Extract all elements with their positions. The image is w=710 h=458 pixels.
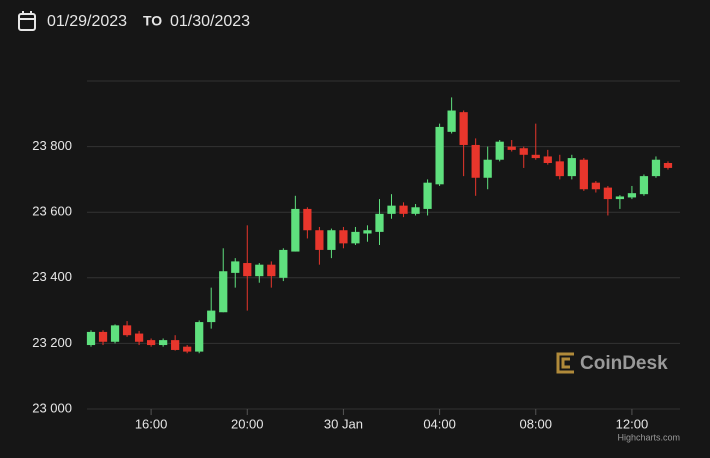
candle-body [339,230,348,244]
candle-body [146,340,156,346]
candle-body [435,126,444,185]
candle-body [327,230,336,250]
candle-body [255,264,264,277]
candle-body [387,205,396,214]
x-tick-label: 16:00 [135,416,168,431]
candle-body [375,213,384,232]
watermark-logo [556,352,574,374]
candle-body [183,346,192,352]
candle-body [639,176,649,195]
candle-body [279,249,288,278]
x-tick-label: 20:00 [231,416,264,431]
candle-body [519,148,528,155]
candle-body [507,146,516,150]
calendar-icon[interactable] [18,11,36,31]
candle-body [459,112,468,145]
watermark: CoinDesk [580,353,668,374]
candle-body [555,161,564,177]
candle-body [219,271,228,313]
candle-body [591,182,600,190]
candle-body [98,331,108,342]
candle-body [243,263,252,277]
candle-body [134,333,144,342]
candle-body [471,144,480,178]
candle-body [423,182,432,209]
y-tick-label: 23 800 [32,138,72,153]
candle-body [122,325,132,336]
candle-body [351,231,360,244]
candle-body [171,340,180,350]
candle-body [543,156,552,163]
credits[interactable]: Highcharts.com [617,432,680,442]
date-separator: TO [143,13,162,29]
y-tick-label: 23 400 [32,269,72,284]
x-tick-label: 08:00 [519,416,552,431]
candle-body [627,193,637,198]
candle-body [615,196,625,200]
candle-body [399,205,408,214]
candle-body [483,159,492,178]
date-to[interactable]: 01/30/2023 [170,13,250,30]
y-tick-label: 23 000 [32,400,72,415]
candle-body [303,208,312,231]
candle-body [411,207,420,214]
candle-body [86,331,96,346]
candle-body [447,110,456,132]
date-from[interactable]: 01/29/2023 [47,13,127,30]
candle-body [315,230,324,250]
y-tick-label: 23 200 [32,335,72,350]
candle-body [495,141,504,160]
candle-body [159,340,168,346]
candle-body [531,154,540,159]
candle-body [195,322,204,352]
candle-body [207,310,216,323]
candle-body [567,158,576,177]
candle-body [231,261,240,273]
y-tick-label: 23 600 [32,204,72,219]
candle-body [291,208,300,252]
candle-body [603,187,612,200]
candle-body [663,163,673,168]
candle-body [267,264,276,277]
candle-body [363,230,372,234]
candle-body [579,159,588,190]
x-tick-label: 30 Jan [324,416,363,431]
candle-body [110,325,120,342]
x-tick-label: 04:00 [423,416,456,431]
x-tick-label: 12:00 [616,416,649,431]
candle-body [651,159,661,177]
